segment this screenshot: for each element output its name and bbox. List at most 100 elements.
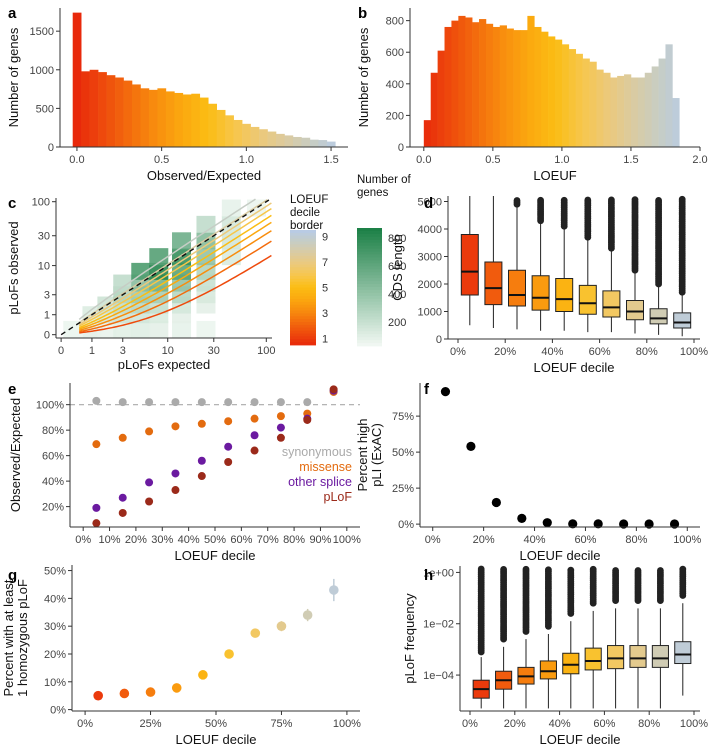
a-xtick-label: 1.0: [239, 154, 254, 166]
legend-border-swatch: [290, 293, 316, 297]
box-body: [584, 647, 602, 671]
f-ytick-label: 0%: [398, 519, 414, 531]
legend-genes-swatch: [357, 248, 382, 252]
box-outlier: [513, 197, 521, 204]
panel-label: h: [424, 567, 433, 584]
h-xtick-label: 100%: [680, 718, 708, 730]
scatter-point-other-splice: [171, 469, 180, 478]
h-xtick-label: 40%: [549, 718, 571, 730]
y-axis-title-line: Percent high: [355, 419, 370, 492]
legend-genes-label: 800: [388, 233, 406, 245]
e-xtick-label: 10%: [99, 534, 121, 546]
legend-border-swatch: [290, 253, 316, 257]
legend-border-swatch: [290, 339, 316, 343]
scatter-point-other-splice: [145, 478, 154, 487]
histogram-bar: [199, 97, 209, 147]
scatter-point-pLoF: [303, 415, 312, 424]
e-ytick-label: 100%: [36, 400, 64, 412]
legend-genes-swatch: [357, 298, 382, 303]
heatmap-cell: [113, 274, 133, 292]
legend-genes-swatch: [357, 343, 382, 347]
g-ytick-label: 40%: [44, 593, 66, 605]
histogram-bar: [430, 72, 438, 147]
y-axis-title-line: Number of genes: [6, 27, 21, 127]
g-ytick-label: 50%: [44, 566, 66, 578]
a-xtick-label: 0.0: [69, 154, 84, 166]
scatter-point-pLoF: [171, 486, 180, 495]
histogram-bar: [472, 22, 480, 147]
scatter-point-other-splice: [118, 493, 127, 502]
legend-border-swatch: [290, 241, 316, 245]
y-axis-title: Percent highpLI (ExAC): [355, 419, 384, 492]
c-xtick-label: 100: [257, 345, 275, 357]
g-ytick-label: 10%: [44, 677, 66, 689]
legend-genes-swatch: [357, 325, 382, 329]
scatter-point-pLoF: [92, 519, 101, 528]
box-outlier: [657, 567, 664, 574]
legend-genes-swatch: [357, 340, 382, 344]
legend-genes-swatch: [357, 289, 382, 294]
legend-series-label: missense: [299, 460, 352, 474]
legend-genes-swatch: [357, 295, 382, 300]
c-ytick-label: 100: [32, 197, 50, 209]
legend-border-swatch: [290, 278, 316, 283]
histogram-bar: [216, 109, 226, 147]
histogram-bar: [624, 74, 632, 147]
e-xtick-label: 100%: [333, 534, 361, 546]
panel-d: 0 1000 2000 3000 4000 5000 0% 20% 40% 60% 80% 100% L…: [390, 195, 708, 375]
panel-label: c: [8, 195, 16, 212]
scatter-point: [329, 585, 339, 595]
c-xtick-label: 10: [162, 345, 174, 357]
h-ytick-label: 1e+00: [423, 567, 454, 579]
box-outlier: [589, 565, 597, 573]
y-axis-title-line: Number of genes: [356, 27, 371, 127]
panel-b: b 0 200 400 600 800 0.0 0.5 1.0 1.5 2.0 LOEUF Number…: [356, 5, 708, 183]
heatmap-cell: [97, 320, 117, 338]
scatter-point-missense: [276, 412, 285, 421]
b-ytick-label: 800: [386, 16, 404, 28]
scatter-point-pLoF: [118, 508, 127, 517]
histogram-bar: [157, 88, 167, 147]
f-xtick-label: 20%: [473, 534, 495, 546]
legend-border-swatch: [290, 307, 316, 311]
box-body: [484, 261, 503, 306]
histogram-bar: [301, 137, 311, 147]
histogram-bar: [520, 30, 528, 148]
legend-border-swatch: [290, 296, 316, 300]
legend-border-swatch: [290, 261, 316, 265]
x-axis-title: LOEUF: [533, 168, 576, 183]
h-ytick-label: 1e−04: [423, 670, 454, 682]
scatter-point: [466, 441, 476, 451]
e-xtick-label: 60%: [230, 534, 252, 546]
scatter-point-pLoF: [197, 472, 206, 481]
legend-border-swatch: [290, 276, 316, 280]
decile-border-line: [78, 198, 256, 320]
scatter-point-synonymous: [224, 398, 233, 407]
scatter-point: [568, 519, 578, 529]
e-ytick-label: 80%: [42, 425, 64, 437]
b-ytick-label: 0: [398, 142, 404, 154]
scatter-point-missense: [145, 427, 154, 436]
histogram-bar: [672, 98, 680, 147]
legend-border-swatch: [290, 264, 316, 268]
box-body: [562, 652, 580, 675]
legend-border-swatch: [290, 301, 316, 306]
histogram-bar: [89, 69, 99, 147]
histogram-bar: [575, 53, 583, 147]
box-outlier: [500, 565, 507, 573]
x-axis-title: LOEUF decile: [176, 732, 257, 747]
legend-genes-swatch: [357, 269, 382, 273]
legend-border-swatch: [290, 304, 316, 309]
legend-border-swatch: [290, 270, 316, 274]
histogram-bar: [182, 94, 192, 147]
box-outlier: [567, 566, 575, 574]
decile-border-line: [79, 240, 272, 333]
histogram-bar: [250, 126, 260, 147]
decile-border-line: [79, 254, 272, 334]
box-body: [607, 645, 625, 670]
legend-genes-swatch: [357, 292, 382, 297]
scatter-point-synonymous: [276, 398, 285, 407]
heatmap-cell: [149, 248, 169, 266]
y-axis-title-line: 1 homozygous pLoF: [15, 579, 30, 697]
